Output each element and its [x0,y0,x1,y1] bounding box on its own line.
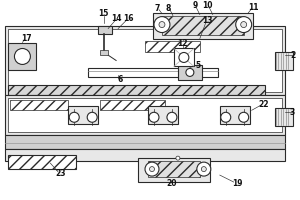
Circle shape [201,167,206,172]
Circle shape [179,52,189,62]
Bar [153,13,253,39]
Bar [274,108,292,126]
Text: 20: 20 [167,179,177,188]
Text: 9: 9 [192,1,197,10]
Bar [5,135,285,149]
Bar [162,16,244,35]
Bar [148,106,178,124]
Text: 3: 3 [290,108,295,117]
Text: 12: 12 [178,39,188,48]
Bar [8,29,282,92]
Text: 16: 16 [123,14,133,23]
Bar [5,149,285,161]
Bar [5,26,285,95]
Circle shape [159,22,165,28]
Circle shape [236,17,252,33]
Bar [145,41,200,52]
Bar [8,155,76,169]
Bar [148,161,200,177]
Circle shape [167,112,177,122]
Bar [138,158,210,182]
Text: 10: 10 [202,1,213,10]
Bar [274,52,292,70]
Bar [88,68,218,77]
Text: 5: 5 [195,61,200,70]
Text: 6: 6 [118,75,123,84]
Circle shape [14,48,30,64]
Bar [178,65,202,80]
Bar [8,98,282,132]
Circle shape [176,156,180,160]
Bar [220,106,250,124]
Circle shape [87,112,97,122]
Bar [5,95,285,135]
Circle shape [239,112,249,122]
Bar [8,43,36,70]
Text: 11: 11 [248,3,259,12]
Text: 8: 8 [165,4,171,13]
Circle shape [186,68,194,76]
Bar [8,85,265,95]
Circle shape [221,112,231,122]
Text: 7: 7 [154,4,160,13]
Text: 15: 15 [98,9,108,18]
Text: 19: 19 [232,179,243,188]
Text: 14: 14 [111,14,122,23]
Text: 2: 2 [290,51,295,60]
Circle shape [145,162,159,176]
Bar [98,26,112,34]
Bar [174,48,194,66]
Circle shape [197,162,211,176]
Circle shape [69,112,79,122]
Bar [100,50,108,55]
Text: 13: 13 [202,16,213,25]
Circle shape [241,22,247,28]
Bar [68,106,98,124]
Text: 17: 17 [21,34,32,43]
Circle shape [154,17,170,33]
Bar [11,100,68,110]
Text: 23: 23 [55,169,65,178]
Bar [100,100,165,110]
Circle shape [149,167,154,172]
Circle shape [149,112,159,122]
Text: 22: 22 [258,100,269,109]
